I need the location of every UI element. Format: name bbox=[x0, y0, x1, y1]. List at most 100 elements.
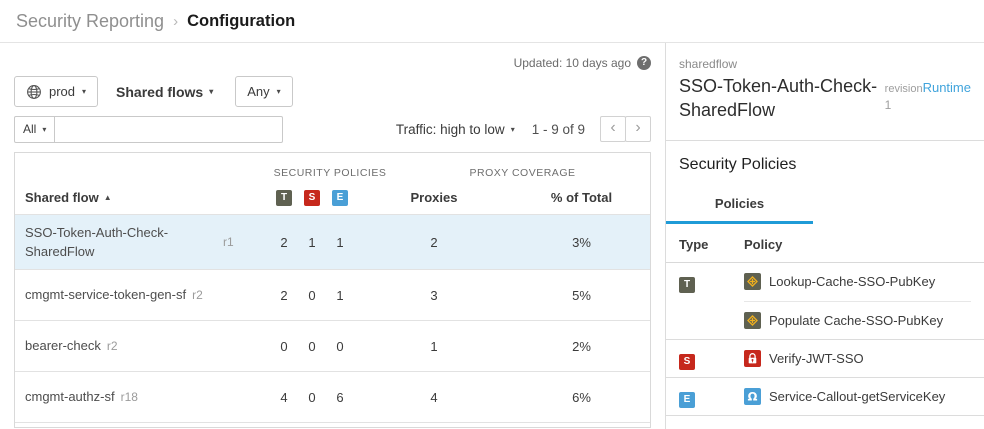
traffic-count: 2 bbox=[280, 234, 288, 250]
cache-policy-icon bbox=[744, 273, 761, 291]
report-pane: Updated: 10 days ago ? prod ▾ Shared flo… bbox=[0, 43, 665, 429]
traffic-badge-icon: T bbox=[679, 276, 695, 293]
svg-text:Ω: Ω bbox=[748, 389, 758, 403]
chevron-down-icon: ▾ bbox=[42, 124, 47, 134]
policy-row: Lookup-Cache-SSO-PubKey bbox=[744, 263, 971, 301]
security-badge-icon: S bbox=[679, 353, 695, 370]
proxies-count: 2 bbox=[430, 234, 438, 250]
page-title: Configuration bbox=[187, 11, 296, 30]
sort-pagination-group: Traffic: high to low ▾ 1 - 9 of 9 ‹ › bbox=[396, 116, 651, 142]
table-row-partial bbox=[15, 422, 650, 427]
cache-policy-icon bbox=[744, 311, 761, 329]
chevron-down-icon: ▾ bbox=[276, 87, 281, 96]
traffic-sort-label: Traffic: high to low bbox=[395, 121, 505, 137]
traffic-count: 0 bbox=[280, 338, 288, 354]
runtime-link[interactable]: Runtime bbox=[922, 80, 971, 95]
policy-row: Ω Service-Callout-getServiceKey bbox=[744, 378, 971, 415]
policy-row: Populate Cache-SSO-PubKey bbox=[744, 300, 971, 339]
tab-policies[interactable]: Policies bbox=[666, 196, 813, 224]
table-row[interactable]: bearer-check r2 0 0 0 1 2% bbox=[15, 320, 650, 371]
table-row[interactable]: cmgmt-service-token-gen-sf r2 2 0 1 3 5% bbox=[15, 269, 650, 320]
security-policies-section-title: Security Policies bbox=[679, 155, 797, 173]
search-input[interactable] bbox=[55, 115, 284, 143]
pagination-range: 1 - 9 of 9 bbox=[531, 121, 585, 137]
security-count: 0 bbox=[308, 287, 316, 303]
pagination-next-button[interactable]: › bbox=[625, 116, 651, 142]
updated-status: Updated: 10 days ago ? bbox=[14, 55, 651, 70]
chevron-down-icon: ▾ bbox=[510, 124, 515, 134]
extension-count: 6 bbox=[336, 389, 344, 405]
environment-dropdown[interactable]: prod ▾ bbox=[14, 76, 99, 107]
policy-filter-dropdown[interactable]: Any ▾ bbox=[235, 76, 293, 107]
search-toolbar: All ▾ Traffic: high to low ▾ 1 - 9 of 9 … bbox=[14, 115, 651, 143]
policies-table-header: Type Policy bbox=[666, 224, 984, 263]
shared-flow-header-label: Shared flow bbox=[25, 189, 99, 205]
policy-name-column-header: Policy bbox=[744, 236, 783, 252]
traffic-sort-dropdown[interactable]: Traffic: high to low ▾ bbox=[396, 122, 515, 137]
scope-dropdown[interactable]: Shared flows ▾ bbox=[116, 84, 213, 100]
detail-kind-label: sharedflow bbox=[679, 57, 738, 71]
security-count: 0 bbox=[308, 338, 316, 354]
shared-flow-revision: r2 bbox=[192, 288, 203, 302]
policy-filter-dropdown-label: Any bbox=[247, 84, 270, 99]
shared-flow-name: SSO-Token-Auth-Check-SharedFlow bbox=[25, 224, 169, 260]
search-scope-dropdown[interactable]: All ▾ bbox=[14, 115, 56, 143]
column-header-proxies: Proxies bbox=[410, 189, 458, 205]
sort-ascending-icon: ▲ bbox=[103, 192, 112, 202]
security-badge-icon: S bbox=[304, 190, 320, 206]
column-header-extension: E bbox=[326, 188, 354, 206]
breadcrumb-separator-icon: › bbox=[173, 13, 179, 30]
policy-type-column-header: Type bbox=[679, 236, 709, 252]
detail-tabs: Policies bbox=[666, 196, 984, 224]
proxies-count: 3 bbox=[430, 287, 438, 303]
breadcrumb-parent-link[interactable]: Security Reporting bbox=[16, 10, 165, 31]
service-callout-policy-icon: Ω bbox=[744, 387, 761, 405]
policy-group-traffic: T Lookup-Cache-SSO-PubKey Populate Cache… bbox=[666, 263, 984, 340]
detail-title: SSO-Token-Auth-Check-SharedFlow bbox=[679, 76, 878, 121]
shared-flow-name: cmgmt-authz-sf bbox=[25, 389, 115, 405]
column-header-traffic: T bbox=[270, 188, 298, 206]
chevron-down-icon: ▾ bbox=[82, 87, 87, 96]
traffic-badge-icon: T bbox=[276, 190, 292, 206]
table-row[interactable]: SSO-Token-Auth-Check-SharedFlow r1 2 1 1… bbox=[15, 214, 650, 269]
column-header-pct-of-total: % of Total bbox=[550, 189, 613, 205]
policy-group-security: S Verify-JWT-SSO bbox=[666, 340, 984, 378]
table-row[interactable]: cmgmt-authz-sf r18 4 0 6 4 6% bbox=[15, 371, 650, 422]
column-header-shared-flow[interactable]: Shared flow ▲ bbox=[15, 190, 270, 205]
extension-count: 0 bbox=[336, 338, 344, 354]
main-area: Updated: 10 days ago ? prod ▾ Shared flo… bbox=[0, 43, 984, 429]
shared-flows-table: SECURITY POLICIES PROXY COVERAGE Shared … bbox=[14, 152, 651, 428]
pagination-prev-button[interactable]: ‹ bbox=[600, 116, 626, 142]
chevron-down-icon: ▾ bbox=[209, 87, 214, 96]
environment-dropdown-label: prod bbox=[49, 84, 76, 99]
search-scope-label: All bbox=[23, 122, 37, 136]
revision-value: 1 bbox=[884, 98, 892, 112]
shared-flow-revision: r1 bbox=[223, 235, 234, 249]
filter-toolbar: prod ▾ Shared flows ▾ Any ▾ bbox=[14, 76, 651, 107]
policy-row: Verify-JWT-SSO bbox=[744, 340, 971, 377]
extension-count: 1 bbox=[336, 234, 344, 250]
breadcrumb: Security Reporting › Configuration bbox=[0, 0, 984, 43]
traffic-count: 4 bbox=[280, 389, 288, 405]
shared-flow-revision: r18 bbox=[120, 390, 138, 404]
proxy-coverage-group-header: PROXY COVERAGE bbox=[469, 167, 576, 179]
extension-badge-icon: E bbox=[332, 190, 348, 206]
scope-dropdown-label: Shared flows bbox=[116, 83, 204, 100]
detail-panel: sharedflow SSO-Token-Auth-Check-SharedFl… bbox=[665, 43, 984, 429]
security-count: 1 bbox=[308, 234, 316, 250]
security-count: 0 bbox=[308, 389, 316, 405]
pct-of-total: 2% bbox=[572, 338, 591, 354]
help-icon[interactable]: ? bbox=[637, 55, 651, 70]
extension-badge-icon: E bbox=[679, 391, 695, 408]
updated-text: Updated: 10 days ago bbox=[513, 55, 631, 70]
shared-flow-revision: r2 bbox=[106, 339, 118, 353]
pct-of-total: 6% bbox=[572, 389, 591, 405]
policy-name: Service-Callout-getServiceKey bbox=[769, 388, 946, 404]
security-policies-group-header: SECURITY POLICIES bbox=[273, 167, 387, 179]
policy-name: Lookup-Cache-SSO-PubKey bbox=[769, 274, 936, 290]
proxies-count: 4 bbox=[430, 389, 438, 405]
policy-name: Populate Cache-SSO-PubKey bbox=[769, 312, 944, 328]
pct-of-total: 3% bbox=[572, 234, 591, 250]
table-group-header-row: SECURITY POLICIES PROXY COVERAGE bbox=[15, 153, 650, 180]
proxies-count: 1 bbox=[430, 338, 438, 354]
